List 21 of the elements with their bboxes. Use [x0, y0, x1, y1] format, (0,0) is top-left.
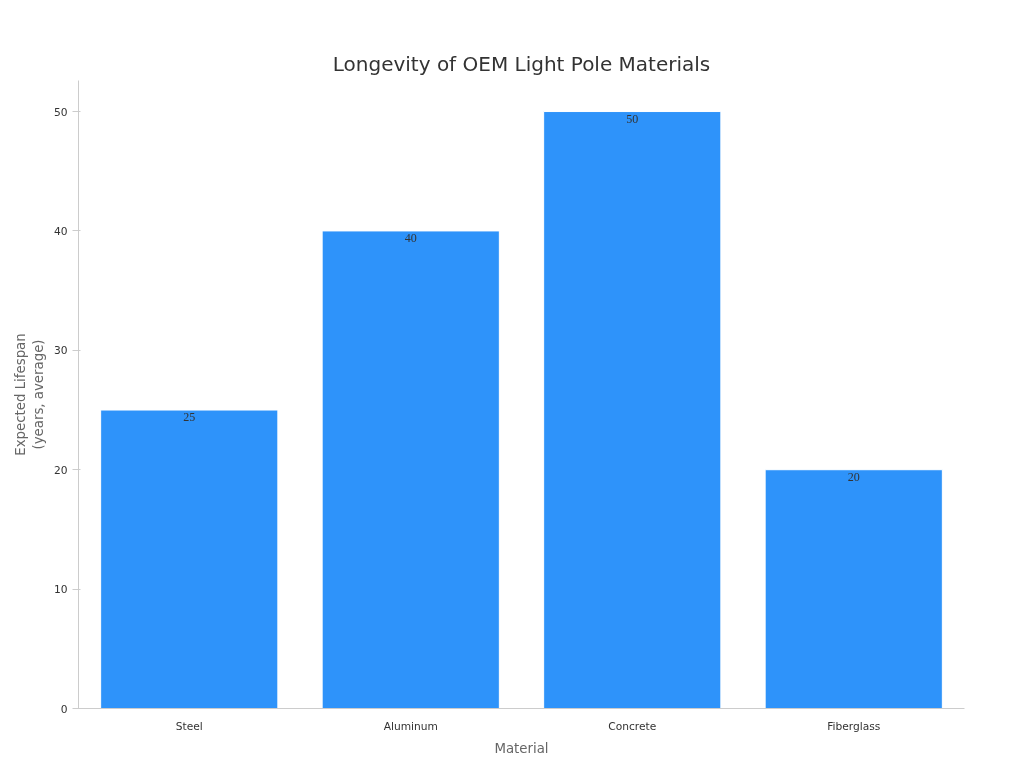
- x-tick-label: Fiberglass: [827, 719, 881, 733]
- chart-title: Longevity of OEM Light Pole Materials: [332, 51, 711, 76]
- bar: [321, 230, 500, 709]
- x-tick-label: Concrete: [608, 719, 657, 733]
- data-label: 20: [847, 469, 860, 484]
- x-axis-title: Material: [494, 740, 549, 756]
- y-tick-label: 30: [53, 344, 68, 358]
- x-tick-label: Aluminum: [383, 719, 438, 733]
- y-tick-label: 0: [60, 702, 68, 716]
- data-label: 50: [626, 111, 639, 126]
- y-tick-label: 20: [53, 463, 68, 477]
- bar: [543, 111, 722, 709]
- data-label: 25: [183, 410, 196, 425]
- data-label: 40: [404, 230, 417, 245]
- y-axis-title: Expected Lifespan (years, average): [12, 333, 46, 456]
- x-tick-label: Steel: [175, 719, 203, 733]
- bar: [764, 469, 943, 709]
- bar: [100, 409, 279, 709]
- y-tick-label: 10: [53, 583, 68, 597]
- y-tick-label: 40: [53, 224, 68, 238]
- y-tick-label: 50: [53, 105, 68, 119]
